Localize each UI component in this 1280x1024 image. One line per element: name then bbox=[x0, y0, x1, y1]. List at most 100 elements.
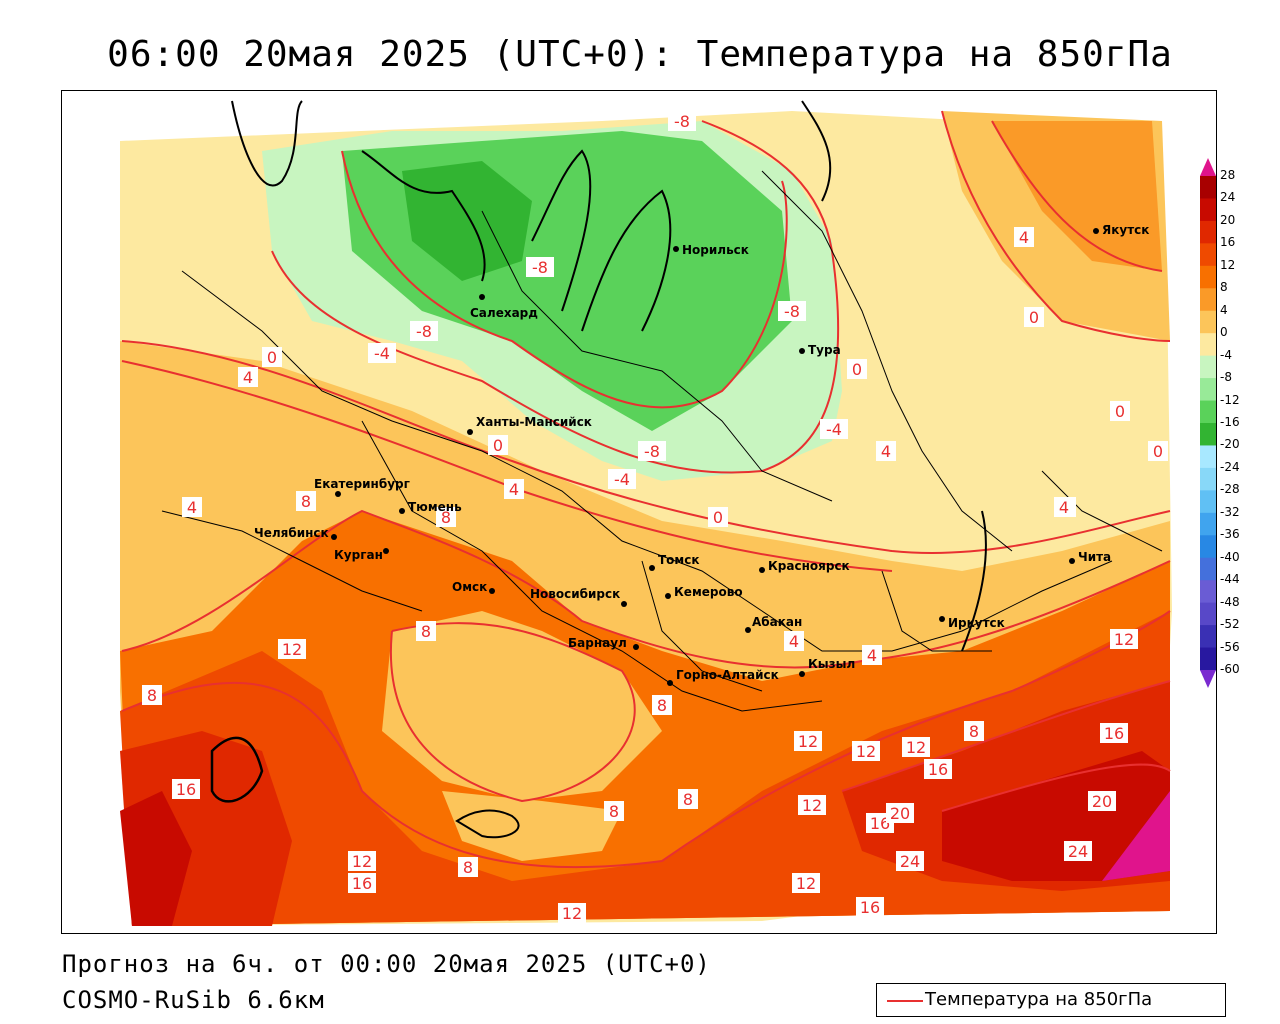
svg-text:Абакан: Абакан bbox=[752, 615, 802, 629]
svg-text:Якутск: Якутск bbox=[1102, 223, 1149, 237]
svg-text:4: 4 bbox=[789, 632, 799, 651]
map-legend: Температура на 850гПа bbox=[876, 983, 1226, 1017]
svg-text:16: 16 bbox=[860, 898, 880, 917]
svg-text:Томск: Томск bbox=[658, 553, 700, 567]
svg-text:8: 8 bbox=[683, 790, 693, 809]
contour-label: 16 bbox=[348, 873, 376, 893]
city-barnaul: Барнаул bbox=[568, 636, 639, 650]
svg-text:12: 12 bbox=[562, 904, 582, 923]
svg-text:-8: -8 bbox=[674, 112, 690, 131]
colorbar-tick-label: 28 bbox=[1220, 168, 1236, 182]
contour-label: 8 bbox=[604, 801, 624, 821]
city-markers: Норильск Салехард Якутск Тура Ханты-Манс… bbox=[254, 223, 1149, 686]
city-tura: Тура bbox=[799, 343, 841, 357]
svg-text:4: 4 bbox=[187, 498, 197, 517]
contour-label: 4 bbox=[238, 367, 258, 387]
colorbar-swatch bbox=[1200, 198, 1216, 222]
contour-label: 12 bbox=[1110, 629, 1138, 649]
svg-text:-4: -4 bbox=[614, 470, 630, 489]
colorbar-tick-label: -48 bbox=[1220, 594, 1240, 609]
svg-text:12: 12 bbox=[856, 742, 876, 761]
city-omsk: Омск bbox=[452, 580, 495, 594]
svg-text:12: 12 bbox=[352, 852, 372, 871]
contour-label: 12 bbox=[792, 873, 820, 893]
svg-text:Челябинск: Челябинск bbox=[254, 526, 329, 540]
svg-text:20: 20 bbox=[1092, 792, 1112, 811]
contour-label: 0 bbox=[847, 359, 867, 379]
svg-text:16: 16 bbox=[176, 780, 196, 799]
svg-text:4: 4 bbox=[867, 646, 877, 665]
colorbar-tick-label: 4 bbox=[1220, 302, 1228, 317]
city-tyumen: Тюмень bbox=[399, 500, 462, 514]
colorbar-tick-label: -52 bbox=[1220, 617, 1240, 632]
colorbar-swatch bbox=[1200, 378, 1216, 402]
svg-text:Красноярск: Красноярск bbox=[768, 559, 850, 573]
colorbar-tick-label: -32 bbox=[1220, 504, 1240, 519]
svg-text:8: 8 bbox=[969, 722, 979, 741]
svg-text:16: 16 bbox=[870, 814, 890, 833]
svg-text:Тура: Тура bbox=[808, 343, 841, 357]
svg-text:12: 12 bbox=[1114, 630, 1134, 649]
svg-text:Барнаул: Барнаул bbox=[568, 636, 627, 650]
colorbar-tick-label: 0 bbox=[1220, 325, 1228, 340]
colorbar-tick-label: 16 bbox=[1220, 235, 1236, 250]
isotherm-lines bbox=[121, 110, 1171, 869]
colorbar-swatch bbox=[1200, 423, 1216, 446]
contour-label: 12 bbox=[798, 795, 826, 815]
contour-label: 4 bbox=[504, 479, 524, 499]
colorbar-swatch bbox=[1200, 400, 1216, 424]
contour-label: 8 bbox=[296, 491, 316, 511]
colorbar-tick-label: 8 bbox=[1220, 280, 1228, 295]
map-title: 06:00 20мая 2025 (UTC+0): Температура на… bbox=[107, 34, 1173, 75]
city-chelyabinsk: Челябинск bbox=[254, 526, 337, 540]
svg-text:12: 12 bbox=[798, 732, 818, 751]
contour-label: 8 bbox=[436, 507, 456, 527]
contour-label: 12 bbox=[852, 741, 880, 761]
svg-text:16: 16 bbox=[928, 760, 948, 779]
colorbar-swatch bbox=[1200, 445, 1216, 469]
colorbar-tick-label: -44 bbox=[1220, 572, 1240, 587]
city-gorno-altaysk: Горно-Алтайск bbox=[667, 668, 779, 686]
city-krasnoyarsk: Красноярск bbox=[759, 559, 850, 573]
colorbar-tick-label: -56 bbox=[1220, 639, 1240, 654]
city-tomsk: Томск bbox=[649, 553, 700, 571]
colorbar-tick-label: 12 bbox=[1220, 257, 1236, 272]
svg-text:24: 24 bbox=[900, 852, 920, 871]
svg-text:Иркутск: Иркутск bbox=[948, 616, 1005, 630]
city-salekhard: Салехард bbox=[470, 294, 538, 320]
colorbar-tick-label: -36 bbox=[1220, 527, 1240, 542]
contour-label: 4 bbox=[1054, 497, 1074, 517]
colorbar-swatch bbox=[1200, 557, 1216, 581]
colorbar-tick-label: -24 bbox=[1220, 459, 1240, 474]
svg-text:16: 16 bbox=[352, 874, 372, 893]
colorbar-swatch bbox=[1200, 580, 1216, 604]
svg-text:12: 12 bbox=[906, 738, 926, 757]
svg-text:24: 24 bbox=[1068, 842, 1088, 861]
city-yakutsk: Якутск bbox=[1093, 223, 1149, 237]
contour-label: 0 bbox=[1110, 401, 1130, 421]
svg-text:-8: -8 bbox=[644, 442, 660, 461]
city-novosibirsk: Новосибирск bbox=[530, 587, 627, 607]
colorbar-swatch bbox=[1200, 220, 1216, 244]
contour-label: 4 bbox=[182, 497, 202, 517]
contour-label: 12 bbox=[278, 639, 306, 659]
svg-text:20: 20 bbox=[890, 804, 910, 823]
city-irkutsk: Иркутск bbox=[939, 616, 1005, 630]
svg-text:Ханты-Мансийск: Ханты-Мансийск bbox=[476, 415, 592, 429]
svg-text:4: 4 bbox=[1019, 228, 1029, 247]
map-canvas: -8 -8 -8 -8 -8 -4 -4 -4 0 0 0 0 0 0 0 4 … bbox=[120, 100, 1172, 926]
colorbar-max-arrow bbox=[1200, 158, 1216, 176]
contour-label: 0 bbox=[1148, 441, 1168, 461]
svg-text:0: 0 bbox=[493, 436, 503, 455]
svg-text:Тюмень: Тюмень bbox=[408, 500, 462, 514]
temperature-map[interactable]: -8 -8 -8 -8 -8 -4 -4 -4 0 0 0 0 0 0 0 4 … bbox=[61, 90, 1217, 934]
contour-label: -4 bbox=[608, 469, 636, 489]
svg-text:0: 0 bbox=[267, 348, 277, 367]
svg-text:12: 12 bbox=[282, 640, 302, 659]
contour-label: 0 bbox=[488, 435, 508, 455]
temperature-fields bbox=[120, 111, 1172, 926]
svg-text:Курган: Курган bbox=[334, 548, 383, 562]
colorbar-swatch bbox=[1200, 602, 1216, 626]
colorbar-swatch bbox=[1200, 512, 1216, 536]
model-info: COSMO-RuSib 6.6км bbox=[62, 986, 325, 1014]
